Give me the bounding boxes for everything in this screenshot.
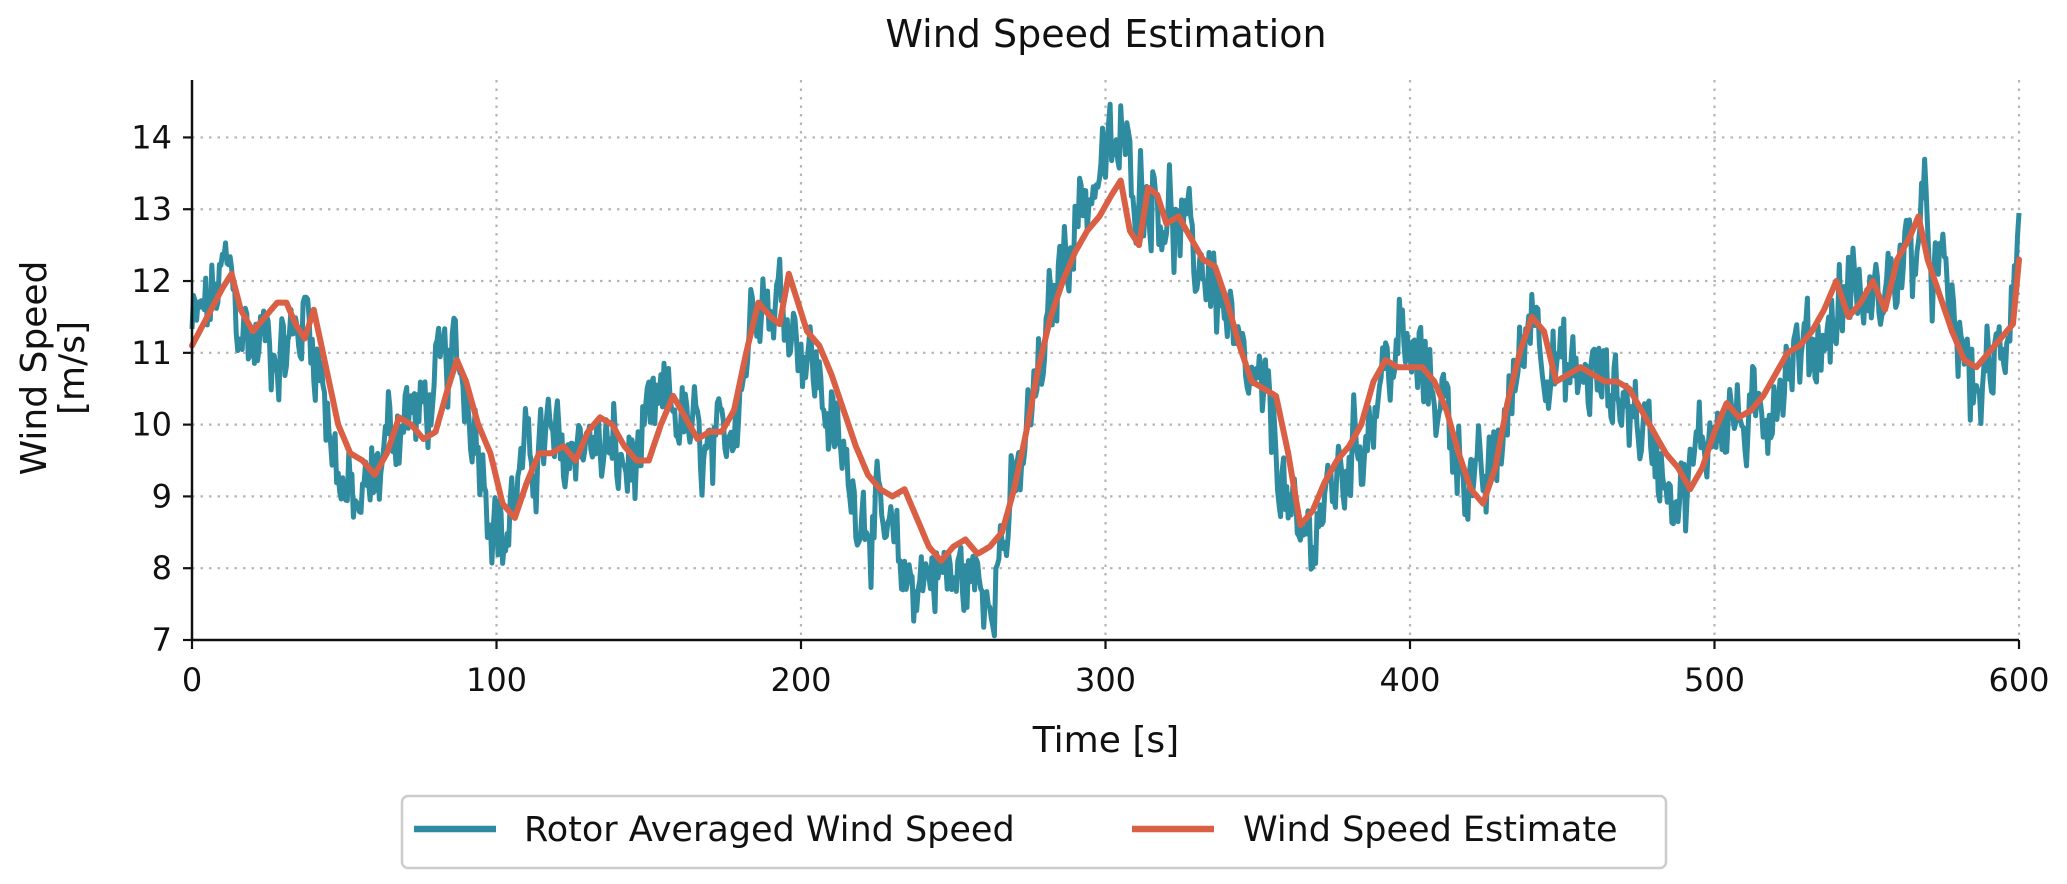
legend: Rotor Averaged Wind Speed Wind Speed Est… bbox=[400, 794, 1668, 870]
y-tick-label: 9 bbox=[152, 477, 172, 515]
y-tick-label: 12 bbox=[131, 262, 172, 300]
legend-frame bbox=[400, 794, 1668, 870]
y-tick-label: 13 bbox=[131, 190, 172, 228]
y-tick-label: 10 bbox=[131, 406, 172, 444]
x-tick-label: 100 bbox=[466, 661, 527, 699]
x-tick-label: 400 bbox=[1379, 661, 1440, 699]
y-axis-label: Wind Speed [m/s] bbox=[14, 261, 93, 476]
x-tick-label: 0 bbox=[182, 661, 202, 699]
y-axis-label-line-1: Wind Speed bbox=[14, 261, 55, 476]
x-ticks: 0 100 200 300 400 500 600 bbox=[182, 640, 2050, 699]
y-ticks: 7 8 9 10 11 12 13 14 bbox=[131, 118, 192, 659]
y-axis-label-line-2: [m/s] bbox=[52, 321, 93, 415]
legend-label-rotor-averaged: Rotor Averaged Wind Speed bbox=[524, 810, 1015, 850]
x-tick-label: 600 bbox=[1988, 661, 2049, 699]
chart-title: Wind Speed Estimation bbox=[885, 12, 1326, 56]
x-tick-label: 300 bbox=[1075, 661, 1136, 699]
legend-label-estimate: Wind Speed Estimate bbox=[1243, 810, 1618, 850]
x-axis-label: Time [s] bbox=[1032, 720, 1179, 761]
series-wind-speed-estimate bbox=[189, 177, 2022, 564]
y-tick-label: 14 bbox=[131, 118, 172, 156]
y-tick-label: 11 bbox=[131, 334, 172, 372]
x-tick-label: 500 bbox=[1684, 661, 1745, 699]
x-tick-label: 200 bbox=[770, 661, 831, 699]
y-tick-label: 7 bbox=[152, 621, 172, 659]
series-layer bbox=[189, 101, 2022, 639]
y-tick-label: 8 bbox=[152, 549, 172, 587]
